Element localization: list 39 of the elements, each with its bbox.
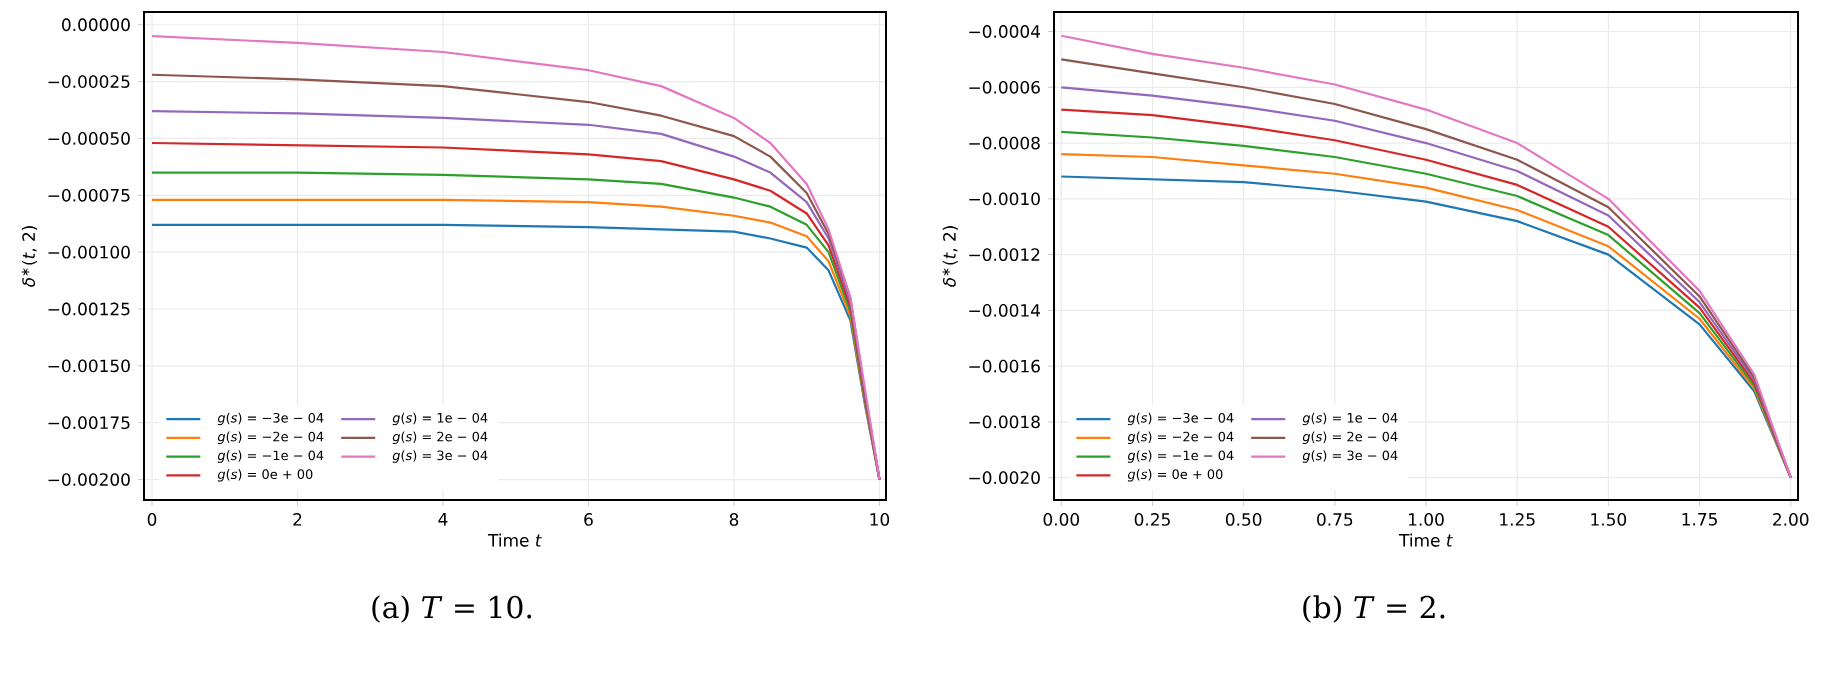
y-tick-label: −0.00175 xyxy=(48,416,130,430)
x-tick-label: 4 xyxy=(438,513,448,526)
text: (b) T = 2. xyxy=(1303,595,1445,623)
y-axis-title: δ$^{∗}$(t, 2) xyxy=(942,226,958,287)
y-tick-label: −0.0006 xyxy=(969,80,1040,94)
x-tick-label: 1.00 xyxy=(1409,513,1444,526)
x-tick-label: 2 xyxy=(293,513,302,526)
y-tick-label: −0.00100 xyxy=(48,245,130,259)
y-tick-label: −0.0016 xyxy=(969,359,1040,373)
y-tick-label: −0.00150 xyxy=(48,359,130,373)
y-tick-label: −0.0008 xyxy=(969,136,1040,150)
x-tick-label: 0 xyxy=(147,513,157,526)
x-tick-label: 0.75 xyxy=(1317,513,1353,526)
x-tick-label: 6 xyxy=(584,513,593,526)
y-tick-label: −0.0020 xyxy=(969,471,1040,485)
y-tick-label: −0.00025 xyxy=(48,75,130,88)
x-tick-label: 1.50 xyxy=(1591,513,1627,526)
x-tick-label: 0.50 xyxy=(1225,513,1262,526)
y-tick-label: −0.00075 xyxy=(48,188,130,202)
x-tick-label: 1.25 xyxy=(1500,513,1535,526)
y-tick-label: −0.0014 xyxy=(969,303,1040,317)
x-axis-title: Time t xyxy=(1398,533,1454,547)
x-tick-label: 10 xyxy=(870,513,890,526)
y-tick-label: −0.00050 xyxy=(48,132,130,145)
x-tick-label: 0.25 xyxy=(1134,513,1170,526)
x-tick-label: 8 xyxy=(729,513,739,526)
y-tick-label: −0.0018 xyxy=(969,415,1040,429)
x-tick-label: 1.75 xyxy=(1682,513,1717,526)
text: (a) T = 10. xyxy=(372,595,532,623)
y-axis-title: δ$^{∗}$(t, 2) xyxy=(21,226,38,287)
x-tick-label: 0.00 xyxy=(1043,513,1080,526)
y-tick-label: −0.0012 xyxy=(969,248,1040,262)
y-tick-label: −0.0004 xyxy=(969,25,1040,38)
y-tick-label: −0.00125 xyxy=(48,302,130,316)
y-tick-label: −0.0010 xyxy=(969,192,1040,206)
x-tick-label: 2.00 xyxy=(1773,513,1809,526)
y-tick-label: −0.00200 xyxy=(48,473,130,486)
y-tick-label: 0.00000 xyxy=(62,18,130,32)
x-axis-title: Time t xyxy=(487,533,542,547)
